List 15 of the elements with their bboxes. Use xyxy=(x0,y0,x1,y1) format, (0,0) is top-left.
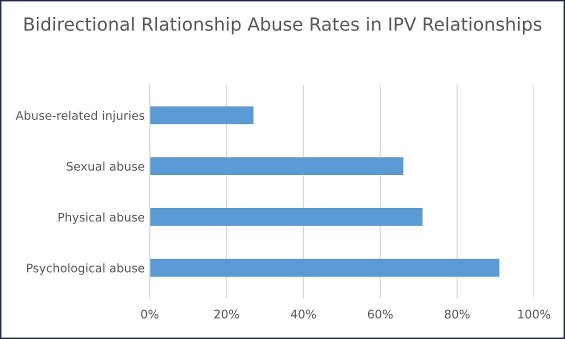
bar xyxy=(150,208,423,226)
y-tick-label: Abuse-related injuries xyxy=(16,110,144,122)
x-tick-label: 40% xyxy=(290,310,316,319)
x-tick-label: 0% xyxy=(141,310,158,319)
y-tick-label: Psychological abuse xyxy=(27,263,144,275)
bar xyxy=(150,258,500,277)
bar xyxy=(150,157,404,176)
y-tick-label: Sexual abuse xyxy=(66,162,144,171)
bar xyxy=(150,106,254,124)
chart-title: Bidirectional Rlationship Abuse Rates in IPV Relationships xyxy=(24,16,542,34)
x-tick-label: 20% xyxy=(214,310,240,319)
x-tick-label: 60% xyxy=(368,310,393,319)
x-tick-label: 100% xyxy=(518,310,550,319)
y-tick-label: Physical abuse xyxy=(58,212,144,224)
x-tick-label: 80% xyxy=(444,310,470,319)
